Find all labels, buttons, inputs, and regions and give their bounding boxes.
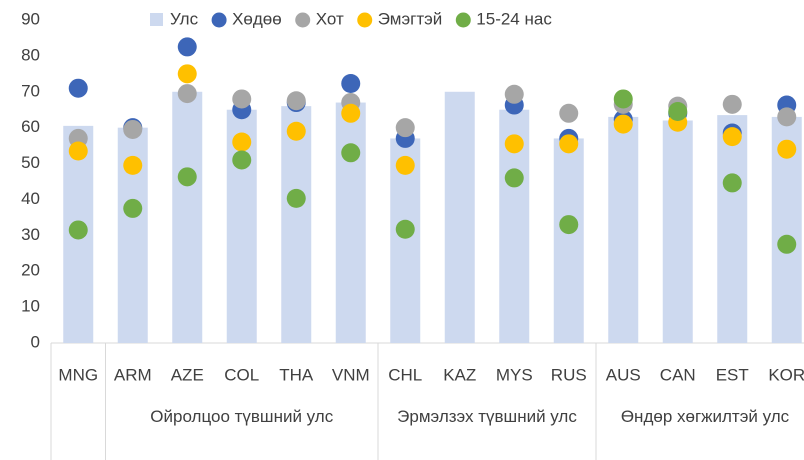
- dot: [722, 94, 742, 114]
- dot: [504, 168, 524, 188]
- x-tick-label: AZE: [171, 365, 204, 384]
- dot: [232, 132, 252, 152]
- x-tick-label: ARM: [114, 365, 152, 384]
- dot: [123, 198, 143, 218]
- dot: [341, 74, 361, 94]
- dot: [123, 119, 143, 139]
- dot: [395, 118, 415, 138]
- x-tick-label: MNG: [58, 365, 98, 384]
- legend-marker: [357, 12, 373, 28]
- dot: [177, 84, 197, 104]
- x-tick-label: EST: [716, 365, 749, 384]
- dot: [668, 102, 688, 122]
- dot: [777, 234, 797, 254]
- y-tick-label: 50: [21, 153, 40, 172]
- dot: [177, 167, 197, 187]
- x-tick-label: VNM: [332, 365, 370, 384]
- y-tick-label: 70: [21, 81, 40, 100]
- dot: [777, 139, 797, 159]
- bar: [444, 91, 475, 344]
- dot: [286, 91, 306, 111]
- x-tick-label: KAZ: [443, 365, 476, 384]
- y-tick-label: 30: [21, 225, 40, 244]
- dot: [559, 134, 579, 154]
- y-tick-label: 0: [31, 332, 40, 351]
- bar: [717, 115, 748, 343]
- dot: [559, 215, 579, 235]
- dot: [68, 78, 88, 98]
- dot: [341, 143, 361, 163]
- dot: [286, 121, 306, 141]
- legend-label: Улс: [170, 9, 199, 28]
- dot: [777, 107, 797, 127]
- dot: [286, 188, 306, 208]
- dot: [722, 127, 742, 147]
- legend-marker: [211, 12, 227, 28]
- group-label: Ойролцоо түвшний улс: [150, 407, 334, 426]
- bar: [281, 106, 312, 343]
- x-tick-label: RUS: [551, 365, 587, 384]
- x-tick-label: CAN: [660, 365, 696, 384]
- dot: [177, 37, 197, 57]
- dot: [68, 220, 88, 240]
- legend-label: 15-24 нас: [476, 9, 552, 28]
- y-tick-label: 10: [21, 297, 40, 316]
- group-label: Өндөр хөгжилтэй улс: [620, 407, 790, 426]
- x-tick-label: MYS: [496, 365, 533, 384]
- y-tick-label: 60: [21, 117, 40, 136]
- legend-marker: [455, 12, 471, 28]
- dot: [177, 64, 197, 84]
- bar: [662, 120, 693, 343]
- bar: [553, 138, 584, 343]
- x-tick-label: COL: [224, 365, 259, 384]
- x-tick-label: CHL: [388, 365, 422, 384]
- x-tick-label: AUS: [606, 365, 641, 384]
- dot: [395, 219, 415, 239]
- dot: [613, 114, 633, 134]
- dot: [232, 89, 252, 109]
- dot: [722, 173, 742, 193]
- legend-label: Хөдөө: [232, 9, 282, 28]
- dot: [123, 155, 143, 175]
- legend-marker: [150, 13, 163, 26]
- bar: [608, 116, 639, 344]
- legend-marker: [295, 12, 311, 28]
- dot: [68, 141, 88, 161]
- y-tick-label: 20: [21, 261, 40, 280]
- dot: [613, 89, 633, 109]
- y-tick-label: 90: [21, 9, 40, 28]
- dot: [341, 103, 361, 123]
- dot: [232, 150, 252, 170]
- dot: [504, 134, 524, 154]
- dot: [559, 103, 579, 123]
- bar: [172, 91, 203, 344]
- y-tick-label: 40: [21, 189, 40, 208]
- x-tick-label: THA: [279, 365, 314, 384]
- bar: [335, 102, 366, 344]
- legend-label: Хот: [316, 9, 344, 28]
- legend-label: Эмэгтэй: [378, 9, 443, 28]
- group-label: Эрмэлзэх түвшний улс: [397, 407, 577, 426]
- dot: [504, 84, 524, 104]
- x-tick-label: KOR: [768, 365, 804, 384]
- dot: [395, 155, 415, 175]
- y-tick-label: 80: [21, 45, 40, 64]
